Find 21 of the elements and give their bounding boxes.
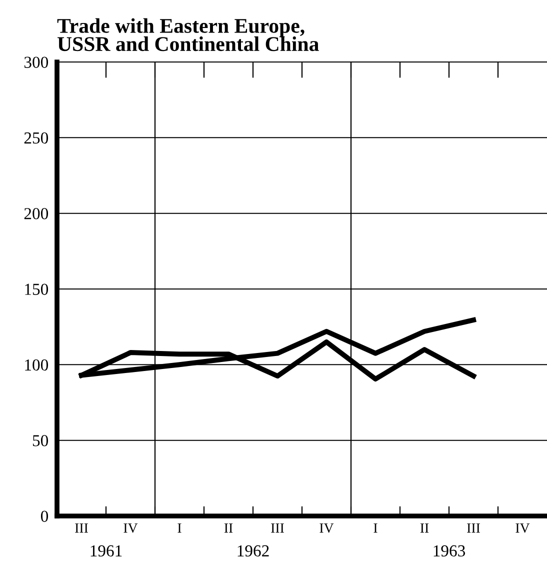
x-tick-label: IV [320, 523, 334, 533]
x-tick-label: III [271, 523, 284, 533]
y-tick-label: 50 [32, 435, 48, 446]
x-tick-label: IV [124, 523, 138, 533]
y-tick-label: 150 [25, 284, 48, 295]
y-tick-label: 300 [24, 56, 48, 68]
x-tick-label: II [420, 523, 429, 533]
x-tick-label: II [224, 523, 233, 533]
chart-title: Trade with Eastern Europe, USSR and Continental China [57, 18, 319, 52]
x-tick-label: I [374, 523, 378, 533]
x-tick-label: I [178, 523, 182, 533]
x-tick-label: III [467, 523, 480, 533]
text: 1962 [238, 545, 269, 556]
y-tick-label: 100 [25, 359, 48, 371]
y-tick-label: 0 [40, 510, 48, 522]
y-tick-label: 250 [24, 132, 48, 144]
text: 1963 [434, 545, 466, 556]
x-tick-label: IV [516, 523, 530, 533]
text: 1961 [90, 545, 122, 556]
y-tick-label: 200 [24, 208, 48, 220]
x-tick-label: III [75, 523, 88, 533]
